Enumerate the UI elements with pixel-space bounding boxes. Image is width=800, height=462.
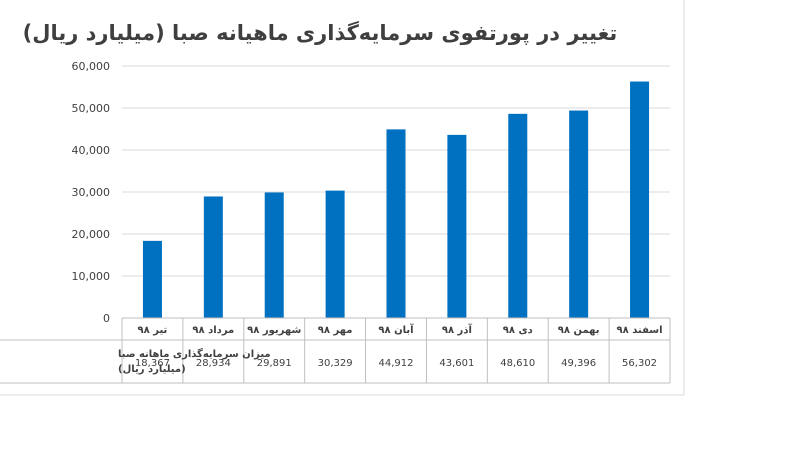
data-label: 30,329 bbox=[318, 358, 353, 369]
category-label: تیر ۹۸ bbox=[138, 325, 168, 336]
row-label: میزان سرمایه‌گذاری ماهانه صبا (میلیارد ری… bbox=[118, 347, 271, 375]
category-label: بهمن ۹۸ bbox=[558, 325, 600, 336]
data-label: 56,302 bbox=[622, 358, 657, 369]
category-label: مهر ۹۸ bbox=[318, 325, 353, 336]
bar bbox=[508, 113, 528, 318]
chart-title: تغییر در پورتفوی سرمایه‌گذاری ماهیانه صب… bbox=[23, 20, 618, 45]
y-tick-label: 50,000 bbox=[72, 102, 111, 115]
category-label: مرداد ۹۸ bbox=[192, 325, 234, 336]
bars bbox=[142, 81, 650, 318]
y-tick-label: 0 bbox=[103, 312, 110, 325]
data-label: 43,601 bbox=[439, 358, 474, 369]
category-label: اسفند ۹۸ bbox=[617, 325, 663, 336]
row-label-line: میزان سرمایه‌گذاری ماهانه صبا bbox=[118, 347, 271, 360]
bar bbox=[569, 110, 589, 318]
row-label-line: (میلیارد ریال) bbox=[118, 364, 186, 375]
bar bbox=[142, 240, 162, 318]
y-axis: 0 10,000 20,000 30,000 40,000 50,000 60,000 bbox=[72, 60, 111, 325]
data-table: تیر ۹۸ 18,367 مرداد ۹۸ 28,934 شهریور ۹۸ 29,89… bbox=[0, 0, 685, 396]
bar bbox=[447, 134, 467, 318]
data-label: 44,912 bbox=[379, 358, 414, 369]
y-tick-label: 60,000 bbox=[72, 60, 111, 73]
bar bbox=[386, 129, 406, 318]
data-label: 49,396 bbox=[561, 358, 596, 369]
y-tick-label: 20,000 bbox=[72, 228, 111, 241]
y-tick-label: 40,000 bbox=[72, 144, 111, 157]
data-label: 29,891 bbox=[257, 358, 292, 369]
bar bbox=[203, 196, 223, 318]
category-label: آبان ۹۸ bbox=[378, 323, 414, 336]
category-label: شهریور ۹۸ bbox=[247, 325, 301, 336]
bar bbox=[630, 81, 650, 318]
y-tick-label: 10,000 bbox=[72, 270, 111, 283]
data-label: 18,367 bbox=[135, 358, 170, 369]
bar bbox=[264, 192, 284, 318]
category-label: دی ۹۸ bbox=[503, 325, 533, 336]
y-tick-label: 30,000 bbox=[72, 186, 111, 199]
bar bbox=[325, 190, 345, 318]
category-label: آذر ۹۸ bbox=[442, 323, 473, 336]
data-label: 48,610 bbox=[500, 358, 535, 369]
data-label: 28,934 bbox=[196, 358, 231, 369]
